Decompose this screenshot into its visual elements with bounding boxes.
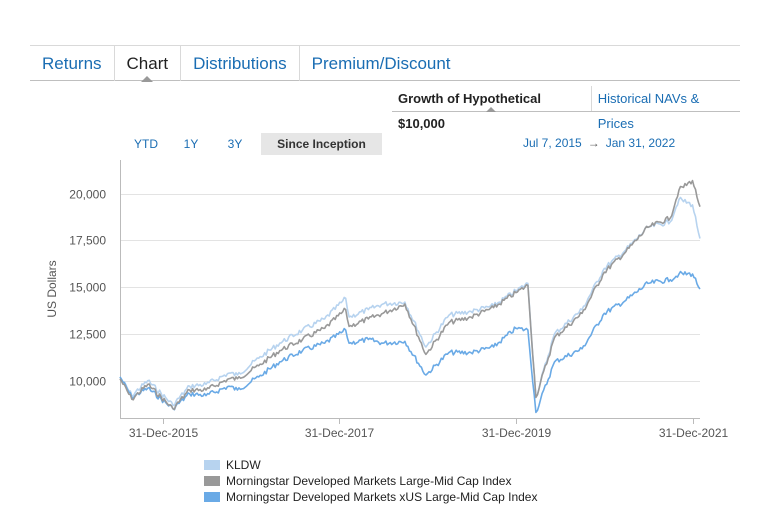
legend-label-dev-large-mid: Morningstar Developed Markets Large-Mid … <box>226 474 512 488</box>
range-ytd-button[interactable]: YTD <box>134 137 158 151</box>
range-since-inception-button[interactable]: Since Inception <box>261 133 382 155</box>
series-line-dev-large-mid <box>119 179 701 411</box>
y-tick-label: 17,500 <box>69 234 106 248</box>
subtab-historical-navs[interactable]: Historical NAVs & Prices <box>597 91 700 131</box>
y-axis-label: US Dollars <box>45 260 59 317</box>
legend-swatch-dev-large-mid <box>204 476 220 486</box>
date-range-end: Jan 31, 2022 <box>605 136 676 150</box>
legend-item-kldw[interactable]: KLDW <box>204 457 537 473</box>
date-range-display[interactable]: Jul 7, 2015 → Jan 31, 2022 <box>523 136 675 150</box>
active-subtab-caret-icon <box>486 107 497 112</box>
tab-chart[interactable]: Chart <box>115 46 182 82</box>
tab-returns[interactable]: Returns <box>30 46 115 81</box>
series-line-dev-xus <box>119 270 701 414</box>
legend-label-dev-xus: Morningstar Developed Markets xUS Large-… <box>226 490 538 504</box>
legend-item-dev-large-mid[interactable]: Morningstar Developed Markets Large-Mid … <box>204 473 537 489</box>
subtab-growth-of-10000[interactable]: Growth of Hypothetical $10,000 <box>392 86 592 131</box>
x-tick-label: 31-Dec-2019 <box>482 426 552 440</box>
subtab-growth-label: Growth of Hypothetical $10,000 <box>398 91 541 131</box>
tab-chart-label: Chart <box>126 54 169 73</box>
y-tick-label: 20,000 <box>69 188 106 202</box>
y-tick-label: 10,000 <box>69 375 106 389</box>
chart-legend: KLDW Morningstar Developed Markets Large… <box>204 457 537 505</box>
x-tick-label: 31-Dec-2021 <box>659 426 729 440</box>
tab-distributions[interactable]: Distributions <box>181 46 300 81</box>
legend-item-dev-xus[interactable]: Morningstar Developed Markets xUS Large-… <box>204 489 537 505</box>
tab-premium-discount[interactable]: Premium/Discount <box>311 54 451 73</box>
x-tick-label: 31-Dec-2017 <box>305 426 375 440</box>
x-tick-label: 31-Dec-2015 <box>129 426 199 440</box>
y-tick-label: 15,000 <box>69 281 106 295</box>
date-range-arrow-icon: → <box>587 136 600 150</box>
series-line-kldw <box>119 196 701 407</box>
legend-swatch-kldw <box>204 460 220 470</box>
y-tick-label: 12,500 <box>69 328 106 342</box>
range-3y-button[interactable]: 3Y <box>227 137 243 151</box>
range-1y-button[interactable]: 1Y <box>183 137 199 151</box>
date-range-start: Jul 7, 2015 <box>523 136 582 150</box>
legend-swatch-dev-xus <box>204 492 220 502</box>
active-tab-caret-icon <box>141 76 154 82</box>
main-tabs: Returns Chart Distributions Premium/Disc… <box>30 45 740 82</box>
legend-label-kldw: KLDW <box>226 458 261 472</box>
chart-subtabs: Growth of Hypothetical $10,000 Historica… <box>392 86 740 131</box>
